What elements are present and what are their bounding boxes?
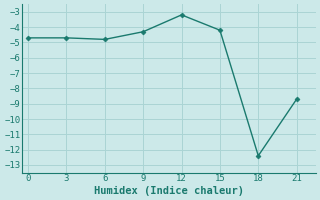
X-axis label: Humidex (Indice chaleur): Humidex (Indice chaleur) — [94, 186, 244, 196]
